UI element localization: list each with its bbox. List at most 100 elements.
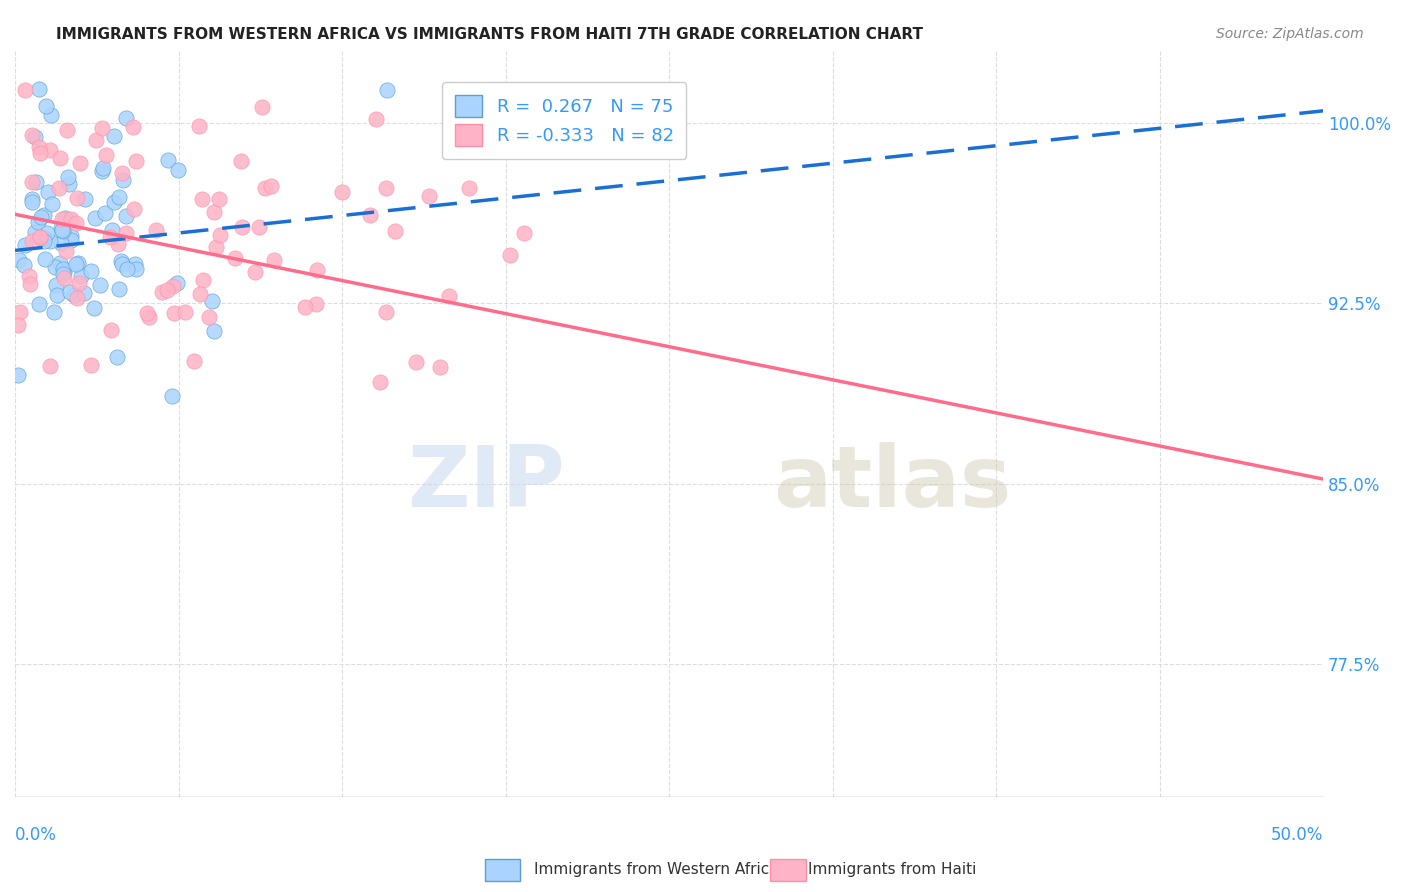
Point — [150, 285, 173, 299]
Point — [48, 181, 70, 195]
Point — [28, 82, 51, 96]
Point — [156, 283, 179, 297]
Point — [122, 120, 145, 134]
Point — [32, 234, 55, 248]
Point — [439, 289, 461, 303]
Point — [103, 128, 125, 143]
Point — [101, 223, 124, 237]
Point — [173, 305, 195, 319]
Point — [91, 120, 114, 135]
Point — [51, 221, 73, 235]
Point — [418, 189, 440, 203]
Point — [305, 297, 328, 311]
Point — [294, 300, 316, 314]
Point — [7, 368, 30, 382]
Point — [375, 83, 398, 97]
Point — [124, 257, 146, 271]
Point — [39, 359, 62, 373]
Point — [84, 133, 107, 147]
Point — [56, 170, 79, 185]
Point — [107, 281, 129, 295]
Point — [103, 195, 125, 210]
Point — [63, 288, 86, 302]
Point — [52, 264, 75, 278]
Point — [53, 211, 76, 225]
Point — [429, 359, 451, 374]
Text: Immigrants from Haiti: Immigrants from Haiti — [808, 863, 977, 877]
Point — [14, 238, 37, 252]
Point — [156, 153, 179, 167]
Point — [24, 129, 46, 144]
Point — [405, 355, 427, 369]
Point — [201, 293, 224, 308]
Point — [80, 263, 103, 277]
Point — [193, 273, 215, 287]
Point — [197, 310, 219, 324]
Point — [124, 262, 146, 277]
Point — [59, 285, 82, 299]
Point — [32, 230, 55, 244]
Point — [28, 231, 51, 245]
Point — [59, 228, 82, 243]
Point — [499, 248, 522, 262]
Point — [28, 296, 51, 310]
Point — [73, 285, 96, 300]
Point — [111, 165, 134, 179]
Point — [205, 240, 228, 254]
Point — [48, 256, 70, 270]
Point — [110, 253, 132, 268]
Point — [65, 291, 87, 305]
Point — [162, 279, 184, 293]
Point — [8, 305, 31, 319]
Point — [188, 287, 211, 301]
Point — [202, 324, 225, 338]
Point — [69, 269, 91, 284]
Point — [51, 212, 73, 227]
Point — [21, 128, 44, 142]
Point — [111, 257, 134, 271]
Point — [96, 147, 118, 161]
Point — [307, 263, 329, 277]
Point — [163, 306, 186, 320]
Point — [91, 161, 114, 175]
Point — [52, 271, 75, 285]
Point — [66, 191, 89, 205]
Point — [21, 235, 44, 249]
Point — [374, 181, 396, 195]
Point — [183, 354, 205, 368]
Point — [359, 208, 381, 222]
Point — [243, 265, 266, 279]
Point — [117, 261, 139, 276]
Point — [8, 253, 31, 268]
Point — [136, 306, 159, 320]
Point — [112, 173, 135, 187]
Point — [42, 304, 65, 318]
Point — [364, 112, 387, 127]
Point — [28, 229, 51, 244]
Point — [224, 251, 246, 265]
Point — [14, 83, 37, 97]
Point — [35, 99, 58, 113]
Point — [35, 227, 58, 241]
Point — [27, 215, 49, 229]
Point — [28, 145, 51, 160]
Point — [105, 350, 128, 364]
Point — [107, 189, 129, 203]
Point — [49, 235, 72, 250]
Point — [51, 222, 73, 236]
Point — [60, 211, 83, 226]
Text: Source: ZipAtlas.com: Source: ZipAtlas.com — [1216, 27, 1364, 41]
Point — [263, 253, 285, 268]
Point — [114, 210, 136, 224]
Point — [458, 180, 481, 194]
Point — [18, 277, 41, 292]
Point — [231, 220, 253, 235]
Point — [107, 236, 129, 251]
Point — [65, 216, 87, 230]
Point — [21, 195, 44, 210]
Point — [55, 123, 77, 137]
Point — [37, 185, 59, 199]
Point — [384, 224, 406, 238]
Point — [254, 180, 277, 194]
Point — [75, 192, 97, 206]
